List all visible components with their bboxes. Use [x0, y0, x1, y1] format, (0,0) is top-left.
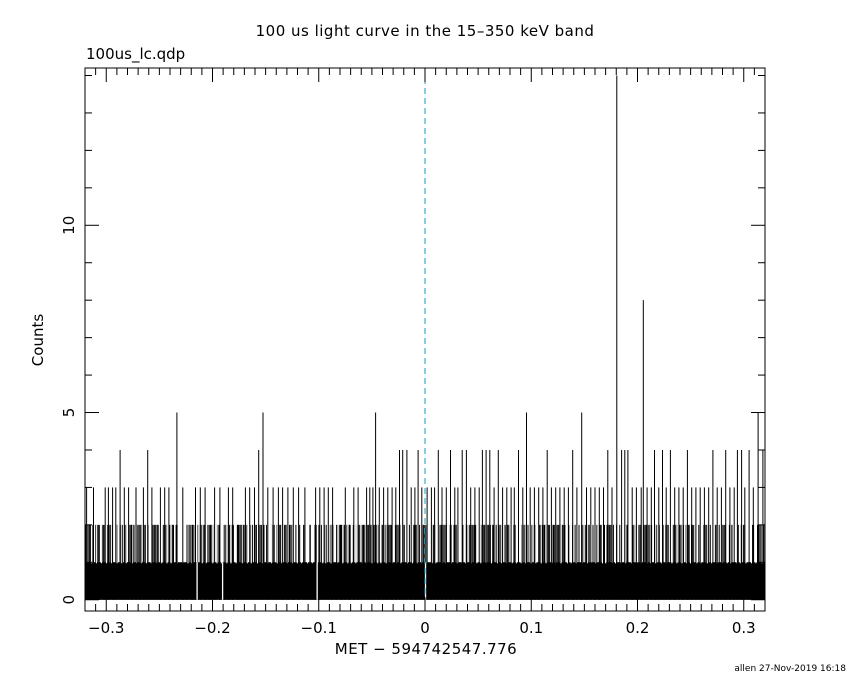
y-tick-label: 5	[60, 408, 78, 418]
x-tick-label: 0.1	[519, 619, 543, 637]
x-tick-label: 0.2	[626, 619, 650, 637]
chart-title: 100 us light curve in the 15–350 keV ban…	[255, 22, 595, 40]
x-tick-label: 0.3	[732, 619, 756, 637]
footer-timestamp: allen 27-Nov-2019 16:18	[734, 664, 846, 674]
x-tick-label: −0.1	[301, 619, 337, 637]
x-tick-label: −0.2	[194, 619, 230, 637]
x-tick-label: −0.3	[88, 619, 124, 637]
x-tick-label: 0	[420, 619, 430, 637]
y-tick-label: 10	[60, 216, 78, 235]
y-tick-label: 0	[60, 595, 78, 605]
plot-filename-label: 100us_lc.qdp	[86, 45, 186, 63]
x-axis-label: MET − 594742547.776	[334, 640, 518, 658]
